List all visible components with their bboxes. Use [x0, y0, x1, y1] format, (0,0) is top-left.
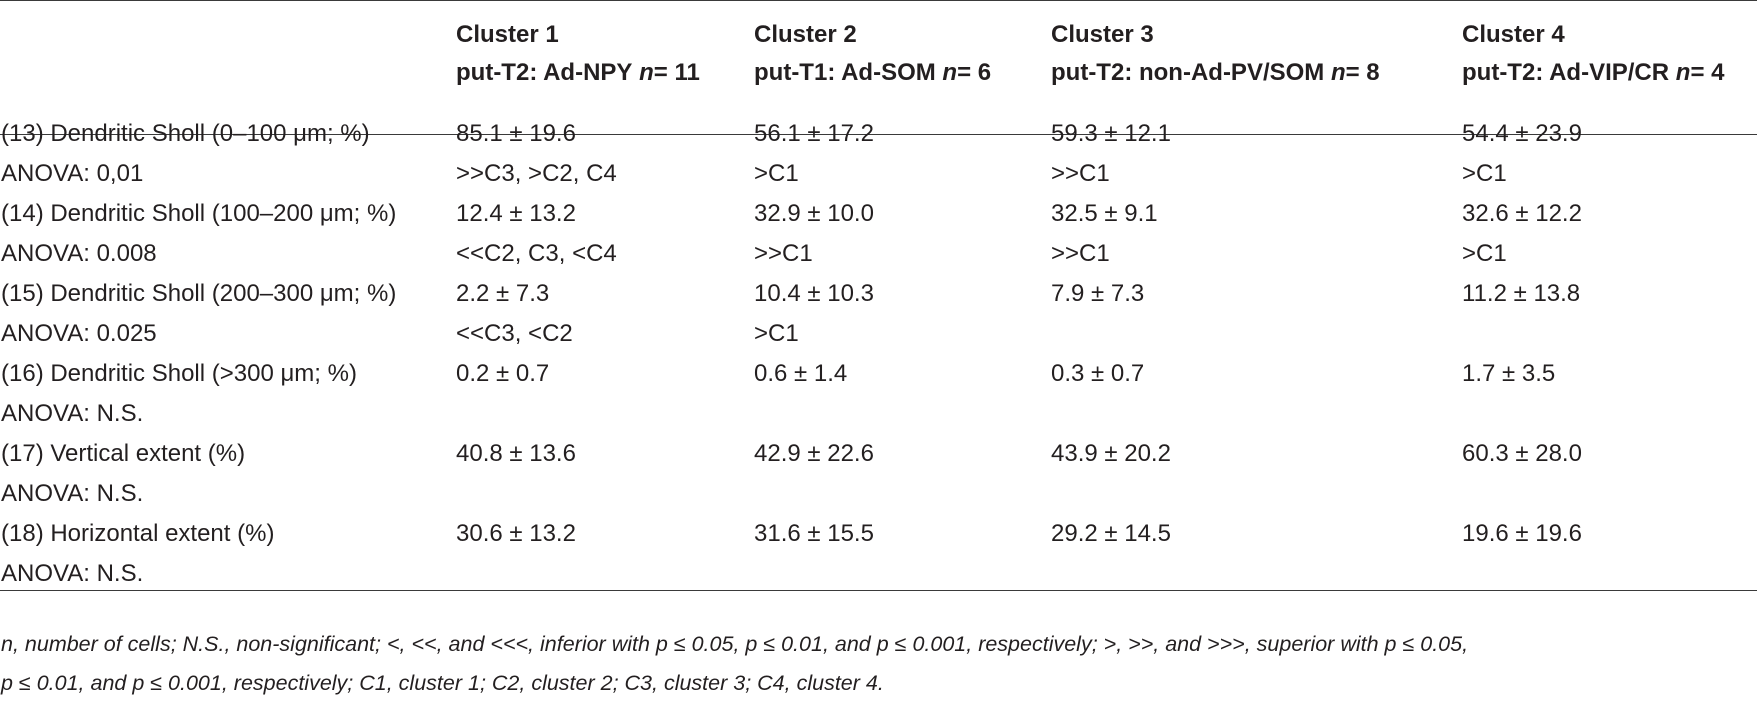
column-header-cluster-4: Cluster 4 put-T2: Ad-VIP/CR n= 4 [1462, 16, 1724, 92]
table-cell: 32.9 ± 10.0 [754, 200, 874, 227]
column-subtitle: put-T1: Ad-SOM n= 6 [754, 59, 992, 86]
table-cell: 29.2 ± 14.5 [1051, 520, 1171, 547]
column-title: Cluster 2 [754, 21, 857, 48]
row-label: (17) Vertical extent (%) [1, 440, 246, 467]
row-label: (13) Dendritic Sholl (0–100 μm; %) [1, 120, 370, 147]
row-label: ANOVA: N.S. [1, 480, 144, 507]
table-cell: 0.3 ± 0.7 [1051, 360, 1145, 387]
column-subtitle: put-T2: non-Ad-PV/SOM n= 8 [1051, 59, 1380, 86]
table-cell: 60.3 ± 28.0 [1462, 440, 1582, 467]
table-cell: 54.4 ± 23.9 [1462, 120, 1582, 147]
table-cell: 11.2 ± 13.8 [1462, 280, 1581, 307]
row-label: (16) Dendritic Sholl (>300 μm; %) [1, 360, 357, 387]
table-cell: >>C1 [754, 240, 813, 267]
table-cell: 7.9 ± 7.3 [1051, 280, 1145, 307]
table-cell: <<C3, <C2 [456, 320, 573, 347]
table-cell: 0.2 ± 0.7 [456, 360, 550, 387]
row-label: ANOVA: 0.008 [1, 240, 157, 267]
row-label: (14) Dendritic Sholl (100–200 μm; %) [1, 200, 397, 227]
table-cell: 19.6 ± 19.6 [1462, 520, 1582, 547]
footnote-line-2: p ≤ 0.01, and p ≤ 0.001, respectively; C… [1, 671, 884, 695]
column-header-cluster-2: Cluster 2 put-T1: Ad-SOM n= 6 [754, 16, 991, 92]
table-cell: 10.4 ± 10.3 [754, 280, 874, 307]
table-cell: >>C3, >C2, C4 [456, 160, 617, 187]
column-subtitle: put-T2: Ad-NPY n= 11 [456, 59, 700, 86]
header-bottom-rule [0, 134, 1757, 135]
table-cell: 40.8 ± 13.6 [456, 440, 576, 467]
table-cell: <<C2, C3, <C4 [456, 240, 617, 267]
row-label: ANOVA: 0.025 [1, 320, 157, 347]
table-cell: >>C1 [1051, 240, 1110, 267]
table-cell: 30.6 ± 13.2 [456, 520, 576, 547]
table-bottom-rule [0, 590, 1757, 591]
table-cell: >C1 [754, 160, 799, 187]
table-footnote: n, number of cells; N.S., non-significan… [1, 625, 1757, 703]
table-cell: >>C1 [1051, 160, 1110, 187]
table-cell: 43.9 ± 20.2 [1051, 440, 1171, 467]
table-cell: 56.1 ± 17.2 [754, 120, 874, 147]
column-header-cluster-3: Cluster 3 put-T2: non-Ad-PV/SOM n= 8 [1051, 16, 1380, 92]
table-cell: 0.6 ± 1.4 [754, 360, 848, 387]
table-cell: 31.6 ± 15.5 [754, 520, 874, 547]
table-cell: 85.1 ± 19.6 [456, 120, 576, 147]
row-label: (15) Dendritic Sholl (200–300 μm; %) [1, 280, 397, 307]
table-cell: 2.2 ± 7.3 [456, 280, 550, 307]
row-label: ANOVA: N.S. [1, 400, 144, 427]
column-subtitle: put-T2: Ad-VIP/CR n= 4 [1462, 59, 1725, 86]
table-top-rule [0, 0, 1757, 1]
table-cell: >C1 [1462, 160, 1507, 187]
table-cell: 1.7 ± 3.5 [1462, 360, 1556, 387]
column-title: Cluster 1 [456, 21, 559, 48]
table-cell: 32.5 ± 9.1 [1051, 200, 1158, 227]
row-label: ANOVA: N.S. [1, 560, 144, 587]
column-title: Cluster 3 [1051, 21, 1154, 48]
table-cell: 59.3 ± 12.1 [1051, 120, 1171, 147]
table-cell: 12.4 ± 13.2 [456, 200, 576, 227]
table-cell: >C1 [1462, 240, 1507, 267]
table-cell: 32.6 ± 12.2 [1462, 200, 1582, 227]
table-cell: >C1 [754, 320, 799, 347]
row-label: ANOVA: 0,01 [1, 160, 144, 187]
footnote-line-1: n, number of cells; N.S., non-significan… [1, 632, 1469, 656]
column-title: Cluster 4 [1462, 21, 1565, 48]
column-header-cluster-1: Cluster 1 put-T2: Ad-NPY n= 11 [456, 16, 700, 92]
table-cell: 42.9 ± 22.6 [754, 440, 874, 467]
row-label: (18) Horizontal extent (%) [1, 520, 275, 547]
